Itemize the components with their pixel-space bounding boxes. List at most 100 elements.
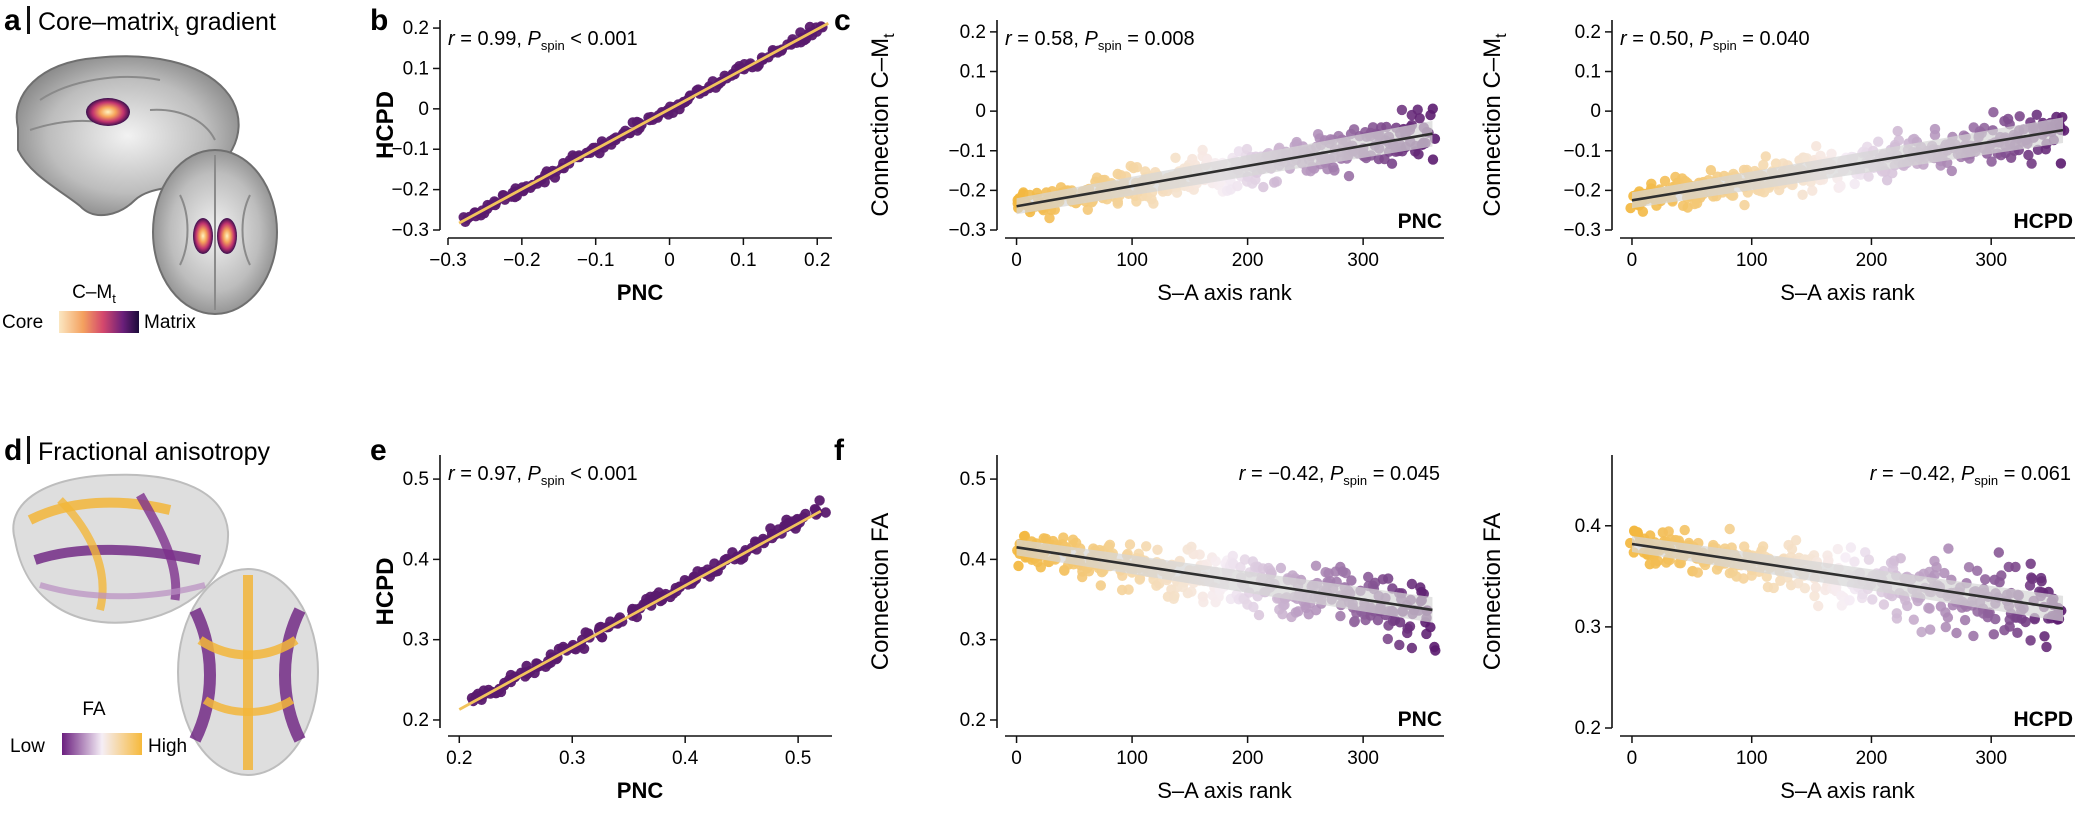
data-point <box>1044 212 1055 224</box>
data-point <box>1652 555 1664 567</box>
data-point <box>1943 543 1954 554</box>
data-point <box>1396 104 1408 116</box>
data-point <box>1931 562 1942 573</box>
panel-letter-c: c <box>834 4 851 37</box>
cm-legend-high-label: Matrix <box>144 312 196 333</box>
data-point <box>1186 586 1197 597</box>
cm-legend-colorbar <box>59 311 139 333</box>
data-point <box>2055 158 2067 169</box>
data-point <box>1123 584 1134 595</box>
data-point <box>1908 614 1920 625</box>
chart-f2: 0 100 200 300 0.2 0.3 0.4 S–A axis rank Connecti… <box>1479 455 2075 803</box>
x-axis-label: S–A axis rank <box>1157 280 1293 305</box>
data-point <box>1412 104 1423 115</box>
data-point <box>814 495 825 506</box>
data-point <box>1258 181 1269 193</box>
data-point <box>1406 578 1418 590</box>
data-point <box>1835 181 1846 192</box>
fa-legend-colorbar <box>62 733 142 755</box>
data-point <box>1232 180 1243 192</box>
data-point <box>1980 574 1991 585</box>
y-tick-label: 0.2 <box>1575 718 1601 739</box>
data-point <box>1986 156 1997 167</box>
y-tick-label: −0.1 <box>391 139 429 160</box>
data-point <box>1227 550 1239 562</box>
data-point <box>1632 527 1643 538</box>
data-point <box>1131 162 1143 173</box>
data-point <box>1394 617 1406 628</box>
data-point <box>1310 560 1322 571</box>
fa-legend-low-label: Low <box>10 736 45 757</box>
data-point <box>1414 113 1425 124</box>
x-tick-label: 100 <box>1116 748 1148 769</box>
x-tick-label: 200 <box>1232 250 1264 271</box>
data-point <box>1171 187 1183 198</box>
x-tick-label: 300 <box>1347 748 1379 769</box>
y-tick-label: 0.5 <box>960 469 986 490</box>
data-point <box>2036 576 2047 587</box>
data-point <box>2010 561 2021 573</box>
x-tick-label: 0.1 <box>730 250 756 271</box>
panel-a-title-bar <box>27 6 30 34</box>
fit-ci-band <box>1631 535 2064 622</box>
data-point <box>1891 608 1903 619</box>
y-tick-label: 0.4 <box>960 549 987 570</box>
data-point <box>1277 609 1288 620</box>
chart-e: 0.2 0.3 0.4 0.5 0.2 0.3 0.4 0.5 PNC HCPD r = 0.97,… <box>372 455 832 803</box>
data-point <box>1427 154 1439 165</box>
data-point <box>1963 562 1975 573</box>
panel-d-title: Fractional anisotropy <box>38 438 271 466</box>
data-point <box>1663 526 1674 537</box>
data-point <box>1427 103 1439 114</box>
data-point <box>800 508 811 520</box>
data-point <box>1863 554 1875 565</box>
data-point <box>1840 552 1851 563</box>
data-point <box>1939 567 1950 579</box>
panel-d-title-bar <box>27 436 30 464</box>
fit-line <box>458 21 829 225</box>
data-point <box>1383 573 1394 584</box>
data-point <box>2041 641 2052 653</box>
data-point <box>1881 175 1893 186</box>
data-point <box>2025 635 2036 646</box>
data-point <box>1104 539 1116 550</box>
y-tick-label: −0.3 <box>391 220 429 241</box>
data-point <box>1815 150 1826 161</box>
y-tick-label: 0.2 <box>403 18 429 39</box>
data-point <box>1845 542 1857 553</box>
x-tick-label: 0 <box>1627 748 1638 769</box>
data-point <box>1059 564 1070 576</box>
x-tick-label: 100 <box>1116 250 1148 271</box>
data-point <box>1248 601 1259 613</box>
panel-a: a Core–matrixt gradient C–Mt Core Matrix <box>2 4 278 333</box>
data-point <box>1124 539 1136 550</box>
x-tick-label: 300 <box>1975 250 2007 271</box>
x-tick-label: 0.2 <box>804 250 830 271</box>
data-point <box>1404 621 1416 632</box>
x-tick-label: 200 <box>1856 250 1888 271</box>
data-point <box>1430 645 1441 656</box>
y-axis-label: HCPD <box>372 557 399 625</box>
data-point <box>1148 198 1159 209</box>
fit-line <box>1631 128 2064 202</box>
data-point <box>1386 158 1398 169</box>
data-point <box>1811 141 1822 152</box>
data-point <box>1826 148 1837 159</box>
y-axis-label: Connection FA <box>1479 513 1506 670</box>
data-point <box>1968 630 1979 642</box>
y-tick-label: −0.3 <box>948 220 986 241</box>
x-tick-label: 0.2 <box>446 748 472 769</box>
y-tick-label: 0.3 <box>960 630 986 651</box>
data-point <box>1117 570 1128 581</box>
x-axis-label: S–A axis rank <box>1780 778 1916 803</box>
stat-annotation: r = −0.42, Pspin = 0.045 <box>1239 463 1440 488</box>
data-point <box>1873 136 1884 147</box>
stat-annotation: r = −0.42, Pspin = 0.061 <box>1870 463 2071 488</box>
data-point <box>1413 149 1424 160</box>
data-point <box>1112 198 1124 209</box>
data-point <box>1863 171 1874 182</box>
y-tick-label: 0 <box>1590 101 1601 122</box>
y-tick-label: 0.4 <box>403 549 430 570</box>
x-tick-label: 0 <box>664 250 675 271</box>
